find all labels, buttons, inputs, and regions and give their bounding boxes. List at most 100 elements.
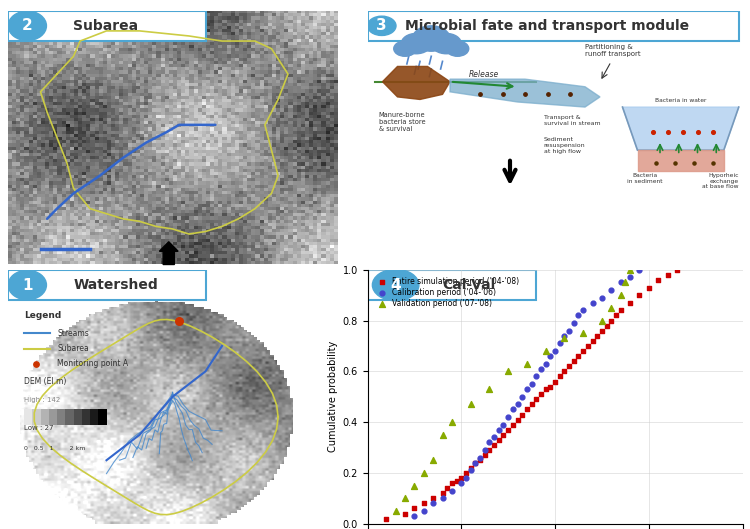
Calibration period ('04-'06) [633,266,645,274]
Point [564,90,576,98]
Calibration period ('04-'06) [512,400,524,408]
Calibration period ('04-'06) [470,459,482,467]
Entire simulation period ('04-'08) [399,509,411,518]
Entire simulation period ('04-'08) [578,347,590,355]
Point [542,90,554,98]
Calibration period ('04-'06) [497,421,509,429]
Entire simulation period ('04-'08) [610,311,622,320]
Calibration period ('04-'06) [503,413,515,421]
Calibration period ('04-'06) [520,385,532,394]
Entire simulation period ('04-'08) [418,499,430,508]
Point [706,128,718,136]
Calibration period ('04-'06) [615,278,627,287]
Entire simulation period ('04-'08) [503,425,515,434]
Validation period ('07-'08) [503,367,515,376]
Text: Streams: Streams [57,329,88,338]
Entire simulation period ('04-'08) [464,463,477,472]
Circle shape [372,269,419,301]
Circle shape [8,11,46,41]
Entire simulation period ('04-'08) [474,456,486,464]
Circle shape [8,270,46,300]
Validation period ('07-'08) [446,418,458,426]
Validation period ('07-'08) [418,469,430,477]
Legend: Entire simulation period ('04-'08), Calibration period ('04-'06), Validation per: Entire simulation period ('04-'08), Cali… [371,273,522,311]
Text: Release: Release [469,70,499,79]
Point [692,128,703,136]
Polygon shape [450,79,600,107]
Text: Bacteria
in sediment: Bacteria in sediment [627,174,663,184]
FancyBboxPatch shape [82,409,90,425]
Validation period ('07-'08) [464,400,477,408]
Entire simulation period ('04-'08) [539,385,551,394]
Validation period ('07-'08) [558,334,570,343]
Calibration period ('04-'06) [572,311,584,320]
Point [688,159,700,167]
Entire simulation period ('04-'08) [470,459,482,467]
Entire simulation period ('04-'08) [652,276,664,284]
Text: Cal-Val: Cal-Val [442,278,496,292]
Calibration period ('04-'06) [554,339,566,348]
Point [676,128,688,136]
Point [650,159,662,167]
Calibration period ('04-'06) [474,453,486,462]
Entire simulation period ('04-'08) [512,415,524,424]
Calibration period ('04-'06) [408,512,420,521]
Calibration period ('04-'06) [530,372,542,381]
Calibration period ('04-'06) [460,474,472,482]
Text: Partitioning &
runoff transport: Partitioning & runoff transport [585,44,640,57]
Validation period ('07-'08) [624,266,636,274]
Circle shape [446,41,469,56]
Validation period ('07-'08) [596,316,608,325]
Validation period ('07-'08) [605,304,617,312]
Calibration period ('04-'06) [526,380,538,388]
FancyBboxPatch shape [40,409,49,425]
Entire simulation period ('04-'08) [643,284,655,292]
Entire simulation period ('04-'08) [670,266,682,274]
Calibration period ('04-'06) [427,499,439,508]
Calibration period ('04-'06) [544,352,556,360]
Entire simulation period ('04-'08) [441,484,453,492]
Validation period ('07-'08) [520,360,532,368]
Text: Legend: Legend [24,311,62,320]
Point [474,90,486,98]
Text: Monitoring point A: Monitoring point A [57,359,128,368]
Entire simulation period ('04-'08) [568,357,580,366]
Entire simulation period ('04-'08) [582,342,594,350]
Text: 0   0.5   1        2 km: 0 0.5 1 2 km [24,446,86,451]
Point [173,316,185,325]
Polygon shape [638,150,724,170]
Text: Sediment
resuspension
at high flow: Sediment resuspension at high flow [544,137,585,154]
Calibration period ('04-'06) [446,487,458,495]
Validation period ('07-'08) [483,385,495,394]
Entire simulation period ('04-'08) [478,451,490,459]
FancyBboxPatch shape [8,11,206,41]
Entire simulation period ('04-'08) [427,494,439,503]
Entire simulation period ('04-'08) [633,291,645,299]
Entire simulation period ('04-'08) [615,306,627,315]
Entire simulation period ('04-'08) [558,367,570,376]
Point [669,159,681,167]
Entire simulation period ('04-'08) [497,431,509,439]
Polygon shape [622,107,739,150]
Entire simulation period ('04-'08) [530,395,542,404]
Y-axis label: Cumulative probability: Cumulative probability [328,341,338,452]
FancyBboxPatch shape [24,409,32,425]
Entire simulation period ('04-'08) [572,352,584,360]
Point [646,128,658,136]
FancyBboxPatch shape [368,270,536,300]
Validation period ('07-'08) [436,431,448,439]
Text: 1: 1 [22,278,32,293]
Entire simulation period ('04-'08) [596,326,608,335]
Calibration period ('04-'06) [478,446,490,454]
Validation period ('07-'08) [427,456,439,464]
Validation period ('07-'08) [390,507,402,515]
Calibration period ('04-'06) [488,433,500,442]
Point [496,90,508,98]
Entire simulation period ('04-'08) [526,400,538,408]
FancyBboxPatch shape [32,409,40,425]
Calibration period ('04-'06) [418,507,430,515]
Entire simulation period ('04-'08) [586,336,598,345]
FancyBboxPatch shape [98,409,106,425]
Entire simulation period ('04-'08) [507,421,519,429]
Text: Bacteria in water: Bacteria in water [655,98,706,103]
